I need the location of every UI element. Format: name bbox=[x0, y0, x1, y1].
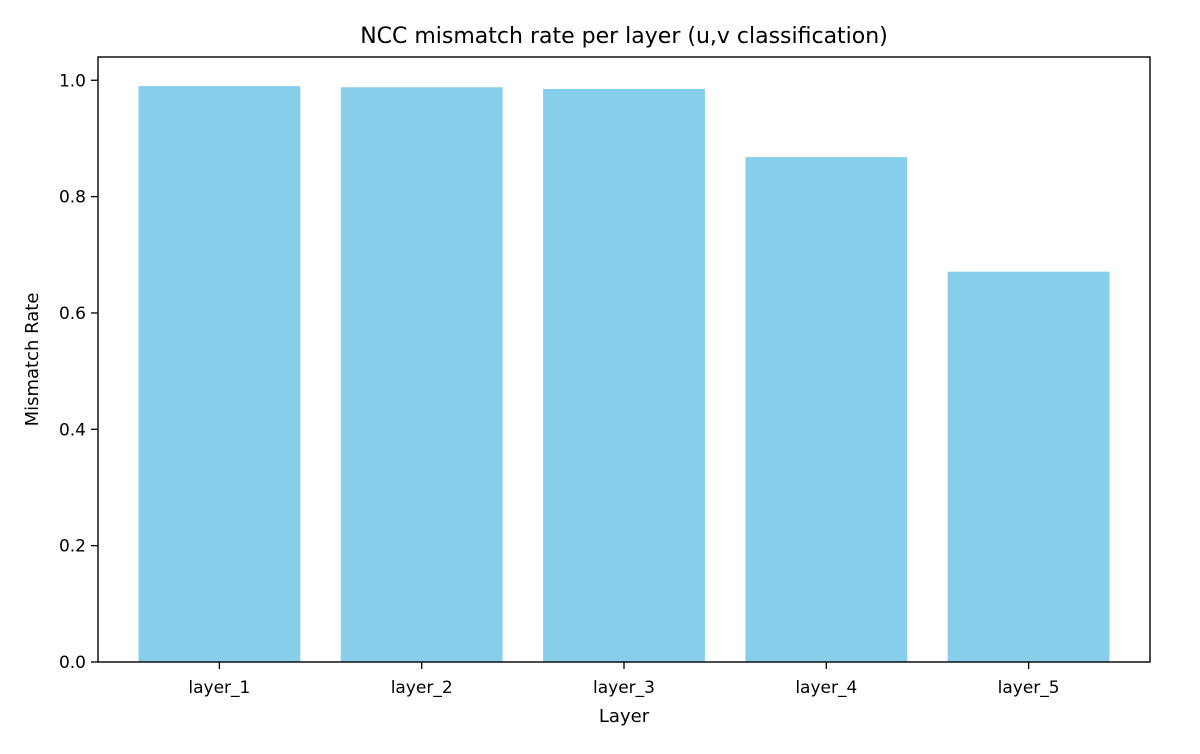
x-axis-ticks: layer_1 layer_2 layer_3 layer_4 layer_5 bbox=[188, 662, 1060, 698]
bar-layer_4 bbox=[745, 157, 908, 663]
bar-layer_3 bbox=[543, 88, 705, 663]
bars-group bbox=[138, 86, 1110, 663]
x-tick-label: layer_5 bbox=[998, 678, 1060, 698]
x-tick-label: layer_1 bbox=[188, 678, 250, 698]
bar-layer_2 bbox=[340, 87, 503, 662]
y-tick-label: 0.0 bbox=[59, 653, 86, 673]
y-tick-label: 0.2 bbox=[59, 537, 86, 557]
y-tick-label: 0.6 bbox=[59, 304, 86, 324]
x-tick-label: layer_4 bbox=[795, 678, 857, 698]
y-tick-label: 0.8 bbox=[59, 188, 86, 208]
bar-layer_1 bbox=[138, 86, 301, 662]
y-tick-label: 0.4 bbox=[59, 420, 86, 440]
y-tick-label: 1.0 bbox=[59, 71, 86, 91]
x-axis-label: Layer bbox=[599, 706, 650, 727]
x-tick-label: layer_3 bbox=[593, 678, 655, 698]
bar-layer_5 bbox=[947, 271, 1110, 662]
y-axis-label: Mismatch Rate bbox=[22, 293, 43, 427]
chart-title: NCC mismatch rate per layer (u,v classif… bbox=[360, 24, 888, 49]
y-axis-ticks: 0.0 0.2 0.4 0.6 0.8 1.0 bbox=[59, 71, 98, 673]
x-tick-label: layer_2 bbox=[391, 678, 453, 698]
